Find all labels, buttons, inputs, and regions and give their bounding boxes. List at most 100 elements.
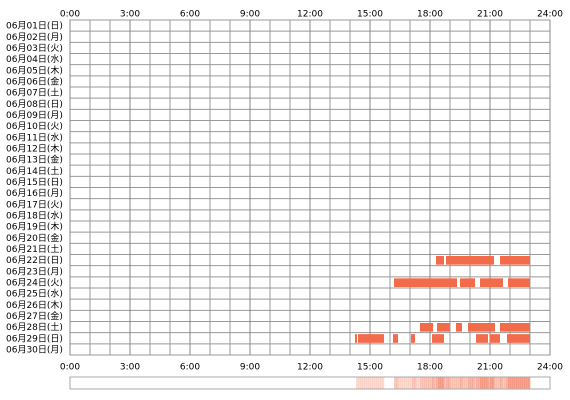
activity-bar: [507, 334, 530, 343]
activity-bar: [411, 334, 415, 343]
summary-cell: [476, 377, 479, 389]
summary-cell: [382, 377, 385, 389]
summary-cell: [356, 377, 359, 389]
summary-cell: [518, 377, 521, 389]
x-tick-label-bottom: 18:00: [417, 363, 443, 373]
summary-cell: [366, 377, 369, 389]
summary-cell: [398, 377, 401, 389]
x-tick-label-bottom: 21:00: [477, 363, 503, 373]
summary-cell: [480, 377, 483, 389]
summary-cell: [380, 377, 383, 389]
row-label: 06月01日(日): [6, 21, 63, 32]
summary-cell: [524, 377, 527, 389]
summary-cell: [412, 377, 415, 389]
row-label: 06月16日(月): [6, 188, 63, 199]
summary-cell: [362, 377, 365, 389]
summary-cell: [394, 377, 397, 389]
activity-bar: [436, 256, 444, 265]
summary-cell: [432, 377, 435, 389]
x-tick-label-bottom: 12:00: [297, 363, 323, 373]
summary-cell: [420, 377, 423, 389]
summary-cell: [416, 377, 419, 389]
summary-cell: [364, 377, 367, 389]
row-label: 06月26日(木): [6, 299, 63, 311]
summary-cell: [372, 377, 375, 389]
activity-bar: [355, 334, 357, 343]
summary-cell: [428, 377, 431, 389]
summary-cell: [488, 377, 491, 389]
activity-bar: [456, 323, 462, 332]
summary-cell: [486, 377, 489, 389]
summary-cell: [360, 377, 363, 389]
summary-cell: [406, 377, 409, 389]
row-label: 06月19日(木): [6, 221, 63, 233]
row-label: 06月27日(金): [6, 310, 63, 322]
activity-bar: [446, 256, 494, 265]
row-label: 06月18日(水): [6, 209, 63, 221]
activity-bar: [393, 334, 398, 343]
summary-cell: [510, 377, 513, 389]
activity-bar: [420, 323, 433, 332]
summary-cell: [408, 377, 411, 389]
summary-cell: [368, 377, 371, 389]
summary-cell: [444, 377, 447, 389]
summary-cell: [438, 377, 441, 389]
x-tick-label-top: 0:00: [60, 10, 80, 20]
summary-cell: [478, 377, 481, 389]
activity-bar: [490, 334, 500, 343]
row-label: 06月13日(金): [6, 154, 63, 166]
row-label: 06月09日(月): [6, 110, 63, 121]
summary-cell: [446, 377, 449, 389]
summary-cell: [472, 377, 475, 389]
row-label: 06月11日(水): [6, 131, 63, 143]
x-tick-label-bottom: 0:00: [60, 363, 80, 373]
activity-bar: [508, 278, 530, 287]
summary-cell: [474, 377, 477, 389]
summary-cell: [516, 377, 519, 389]
summary-cell: [520, 377, 523, 389]
x-tick-label-top: 21:00: [477, 10, 503, 20]
summary-cell: [436, 377, 439, 389]
summary-cell: [402, 377, 405, 389]
x-tick-label-top: 3:00: [120, 10, 140, 20]
row-label: 06月02日(月): [6, 32, 63, 43]
summary-cell: [470, 377, 473, 389]
row-label: 06月15日(日): [6, 177, 63, 188]
row-label: 06月28日(土): [6, 321, 63, 333]
summary-cell: [418, 377, 421, 389]
x-tick-label-top: 9:00: [240, 10, 260, 20]
summary-cell: [400, 377, 403, 389]
summary-cell: [498, 377, 501, 389]
row-label: 06月17日(火): [6, 199, 63, 210]
summary-cell: [450, 377, 453, 389]
summary-cell: [506, 377, 509, 389]
summary-cell: [496, 377, 499, 389]
row-label: 06月07日(土): [6, 87, 63, 99]
row-label: 06月29日(日): [6, 333, 63, 344]
activity-bar: [480, 278, 503, 287]
activity-bar: [476, 334, 488, 343]
activity-bar: [468, 323, 495, 332]
x-tick-label-top: 24:00: [537, 10, 563, 20]
summary-cell: [378, 377, 381, 389]
activity-bar: [358, 334, 384, 343]
row-label: 06月03日(火): [6, 43, 63, 54]
activity-bar: [500, 323, 530, 332]
summary-cell: [508, 377, 511, 389]
summary-cell: [458, 377, 461, 389]
x-tick-label-bottom: 6:00: [180, 363, 200, 373]
activity-bar: [460, 278, 475, 287]
summary-cell: [464, 377, 467, 389]
summary-cell: [454, 377, 457, 389]
summary-cell: [512, 377, 515, 389]
summary-frame: [69, 376, 551, 390]
row-label: 06月23日(月): [6, 266, 63, 277]
summary-cell: [442, 377, 445, 389]
row-label: 06月24日(火): [6, 277, 63, 288]
activity-bar: [437, 323, 450, 332]
summary-cell: [502, 377, 505, 389]
summary-cell: [374, 377, 377, 389]
summary-cell: [466, 377, 469, 389]
summary-cell: [500, 377, 503, 389]
